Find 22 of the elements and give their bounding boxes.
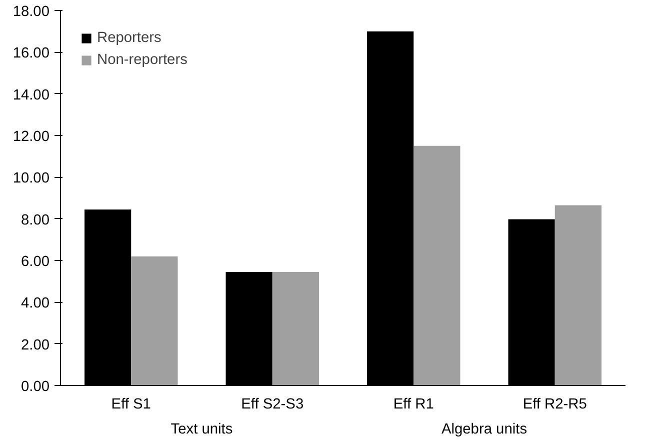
x-tick-label: Eff S2-S3 [241, 396, 304, 412]
y-tick-label: 10.00 [12, 170, 50, 187]
legend-label: Non-reporters [97, 52, 188, 68]
y-tick-label: 4.00 [20, 296, 50, 312]
y-tick-label: 8.00 [20, 212, 50, 228]
bar [272, 272, 319, 386]
text: Text units [170, 422, 233, 438]
bar [554, 205, 602, 386]
bar [131, 256, 178, 386]
y-tick-label: 14.00 [12, 87, 50, 104]
y-tick-label: 18.00 [12, 4, 50, 20]
y-tick-label: 2.00 [20, 337, 50, 354]
x-tick-label: Eff R1 [393, 396, 434, 412]
legend-label: Reporters [97, 30, 162, 46]
text: Algebra units [441, 422, 528, 438]
x-tick-label: Eff R2-R5 [522, 396, 587, 412]
y-tick-label: 16.00 [12, 46, 50, 62]
y-tick-label: 6.00 [20, 254, 50, 270]
bar [414, 146, 460, 386]
x-tick-label: Eff S1 [111, 396, 151, 412]
y-tick-label: 12.00 [12, 129, 50, 145]
y-tick-label: 0.00 [20, 379, 50, 395]
